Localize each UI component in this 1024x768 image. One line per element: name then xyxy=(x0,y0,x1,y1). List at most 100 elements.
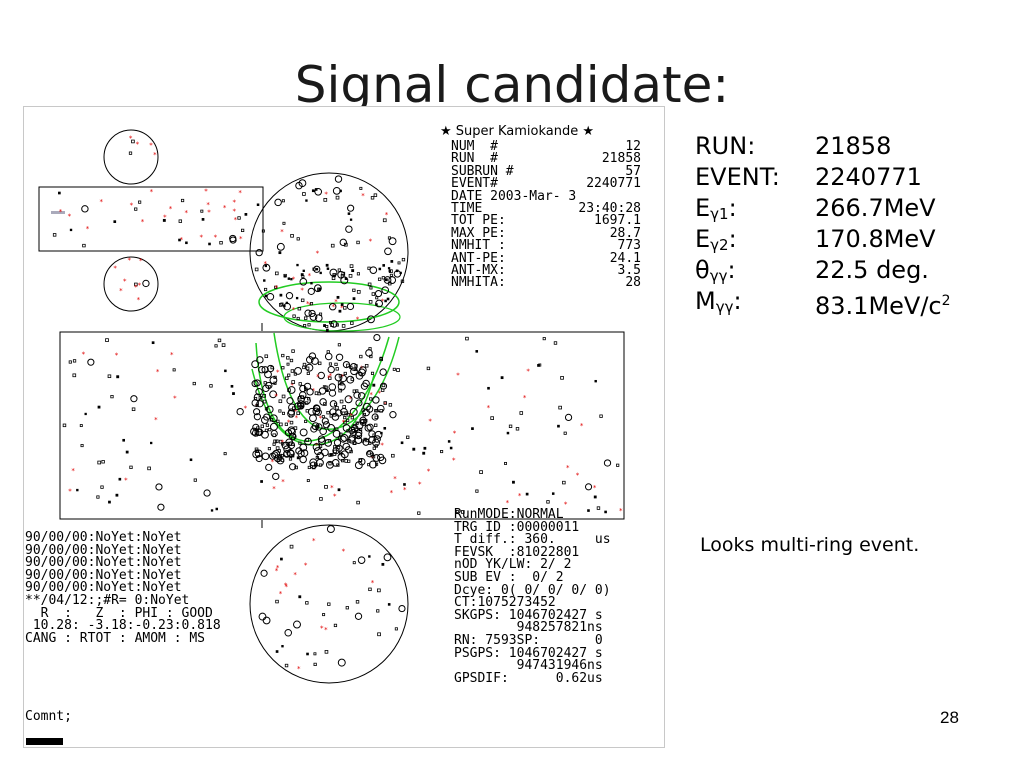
pmt-hit xyxy=(475,489,479,493)
pmt-hit xyxy=(304,387,308,392)
pmt-hit xyxy=(250,427,258,436)
pmt-hit xyxy=(266,292,275,301)
pmt-hit xyxy=(319,427,327,436)
pmt-hit xyxy=(262,384,270,393)
pmt-hit xyxy=(58,191,61,195)
pmt-hit: * xyxy=(86,225,90,233)
pmt-hit xyxy=(324,650,329,654)
pmt-hit xyxy=(272,472,280,481)
pmt-hit xyxy=(371,292,376,296)
pmt-hit xyxy=(131,407,136,412)
pmt-hit xyxy=(274,271,279,276)
ring-2 xyxy=(273,332,400,430)
pmt-hit: * xyxy=(276,564,280,572)
pmt-hit: * xyxy=(334,298,338,306)
pmt-hit xyxy=(599,414,603,418)
pmt-hit xyxy=(287,386,296,394)
pmt-hit xyxy=(284,628,293,637)
pmt-hit xyxy=(68,360,72,364)
pmt-hit xyxy=(285,438,294,447)
pmt-hit xyxy=(262,399,267,404)
pmt-hit xyxy=(313,284,322,293)
pmt-hit xyxy=(371,413,379,421)
pmt-hit xyxy=(303,316,308,320)
pmt-hit: * xyxy=(333,493,337,501)
pmt-hit xyxy=(377,277,382,281)
pmt-hit: * xyxy=(593,484,597,492)
param-row: θγγ: 22.5 deg. xyxy=(695,255,951,286)
pmt-hit xyxy=(314,188,318,191)
pmt-hit xyxy=(368,555,371,558)
pmt-hit xyxy=(333,445,337,449)
pmt-hit xyxy=(264,264,268,268)
pmt-hit: * xyxy=(340,304,344,312)
bottom-cap-small xyxy=(103,256,159,312)
event-display: * * * * * * * * * * * * * * * * * * * * * * * * * * * * * * * * * * * * * * * *… xyxy=(23,106,665,748)
pmt-hit xyxy=(356,272,360,276)
pmt-hit xyxy=(147,466,151,471)
pmt-hit xyxy=(350,321,354,325)
pmt-hit: * xyxy=(304,562,308,570)
pmt-hit: * xyxy=(115,352,119,360)
pmt-hit xyxy=(354,612,363,620)
pmt-hit xyxy=(344,277,348,280)
pmt-hit xyxy=(131,139,135,144)
pmt-hit xyxy=(80,444,84,448)
pmt-hit xyxy=(260,569,268,577)
pmt-hit xyxy=(290,278,293,281)
pmt-hit xyxy=(52,233,57,237)
pmt-hit xyxy=(281,394,286,399)
pmt-hit xyxy=(317,371,325,380)
info-row: DATE 2003-Mar- 3 xyxy=(451,189,641,203)
info-key: NMHIT : xyxy=(451,238,506,254)
pmt-hit xyxy=(374,423,378,427)
param-value-main: 266.7MeV xyxy=(815,194,936,222)
pmt-hit: * xyxy=(306,300,310,308)
pmt-hit xyxy=(303,324,307,328)
pmt-hit: * xyxy=(292,306,296,314)
pmt-hit xyxy=(383,401,387,405)
pmt-hit: * xyxy=(564,501,568,509)
pmt-hit xyxy=(307,323,311,327)
param-row: Eγ1: 266.7MeV xyxy=(695,193,951,224)
pmt-hit: * xyxy=(284,581,288,589)
pmt-hit xyxy=(338,451,343,456)
pmt-hit xyxy=(319,398,327,406)
pmt-hit: * xyxy=(293,571,297,579)
pmt-hit xyxy=(332,452,337,456)
param-label-sub: γγ xyxy=(709,267,728,285)
pmt-hit xyxy=(272,433,277,438)
pmt-hit: * xyxy=(138,282,142,290)
pmt-hit xyxy=(346,429,350,433)
pmt-hit xyxy=(260,480,263,483)
pmt-hit xyxy=(349,407,358,416)
pmt-hit xyxy=(269,390,278,399)
pmt-hit xyxy=(387,267,391,270)
pmt-hit: * xyxy=(280,228,284,236)
pmt-hit xyxy=(345,418,350,422)
pmt-hit: * xyxy=(380,442,384,450)
pmt-hit xyxy=(338,388,343,393)
info-value: 12 xyxy=(625,139,641,154)
pmt-hit xyxy=(296,456,300,460)
pmt-hit xyxy=(263,381,267,385)
pmt-hit xyxy=(221,343,226,347)
pmt-hit: * xyxy=(526,367,530,375)
pmt-hit xyxy=(268,428,272,432)
pmt-hit xyxy=(388,403,393,407)
pmt-hit xyxy=(335,195,340,200)
pmt-hit xyxy=(265,463,273,471)
pmt-hit: * xyxy=(287,418,291,426)
pmt-hit xyxy=(328,362,332,366)
pmt-hit xyxy=(348,436,356,444)
pmt-hit xyxy=(300,273,304,277)
pmt-hit xyxy=(281,199,285,203)
pmt-hit xyxy=(76,488,79,492)
pmt-hit xyxy=(340,407,348,416)
pmt-hit xyxy=(333,623,338,628)
pmt-hit xyxy=(208,242,211,246)
pmt-hit xyxy=(172,368,176,372)
pmt-hit xyxy=(97,405,101,409)
pmt-hit xyxy=(328,453,332,457)
pmt-hit xyxy=(512,480,515,484)
